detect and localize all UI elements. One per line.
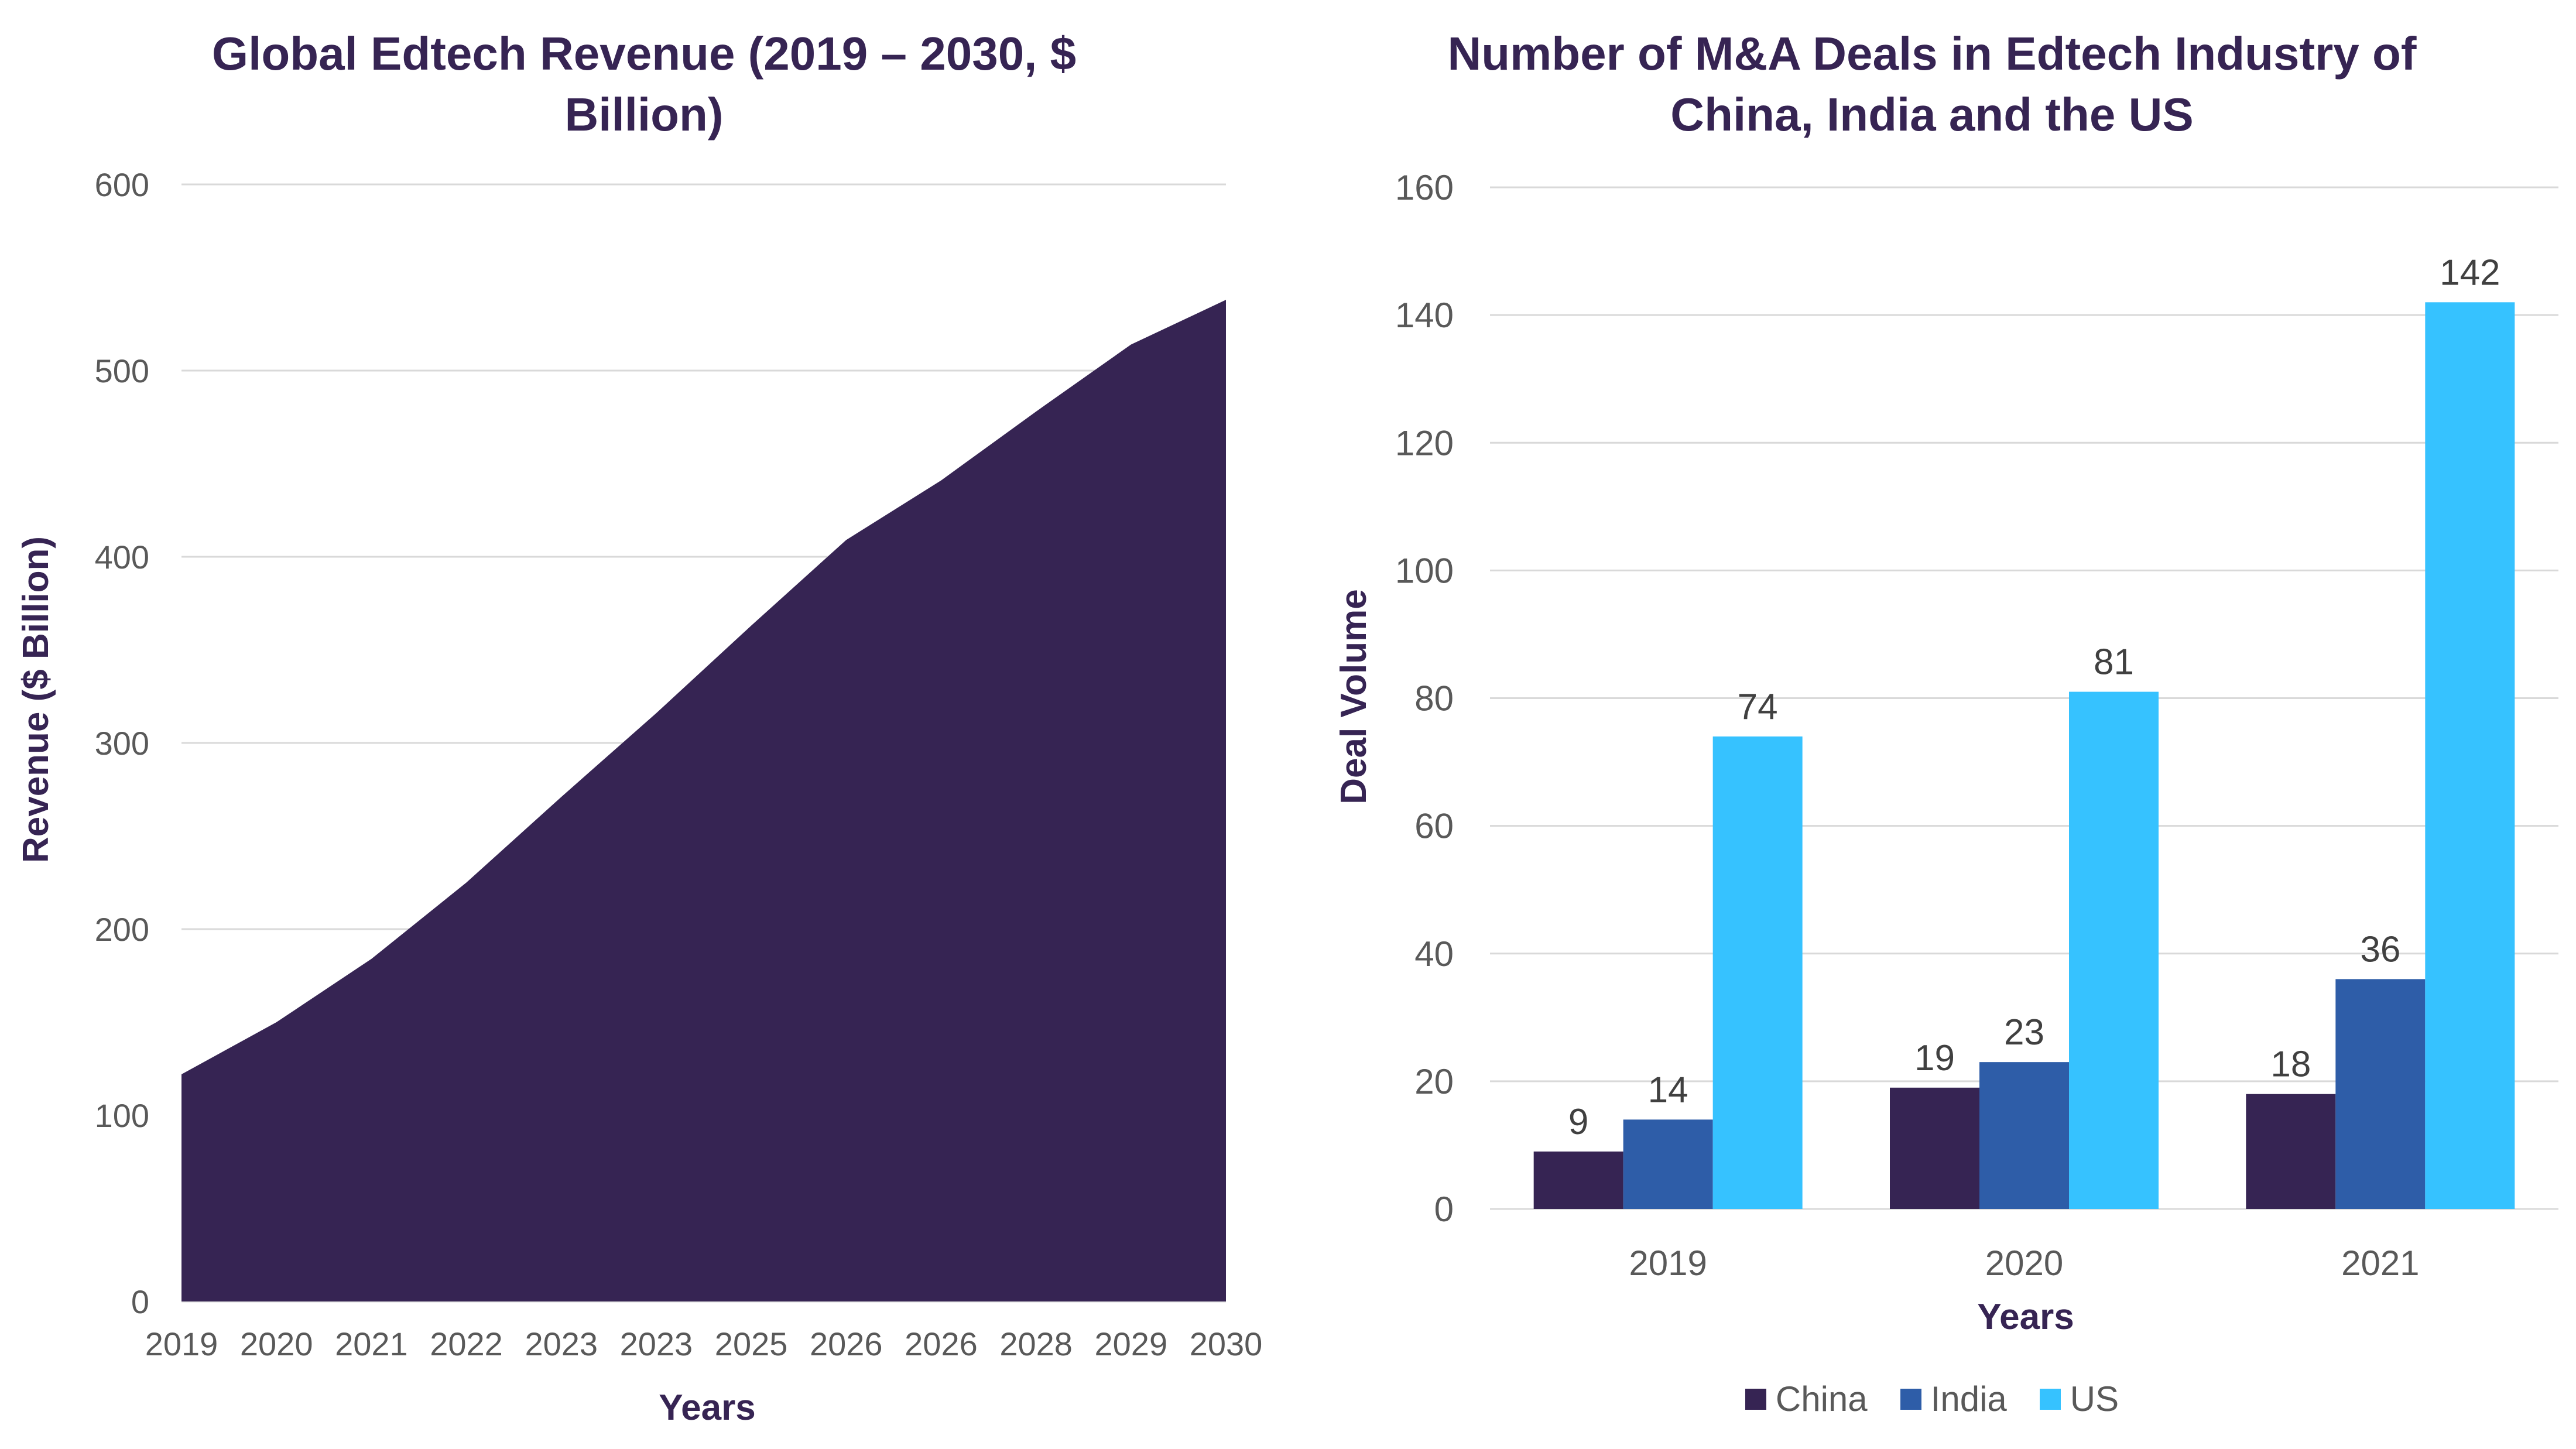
legend-swatch-us: [2039, 1388, 2061, 1410]
revenue-area: [181, 300, 1226, 1302]
deals-x-tick-label: 2021: [2341, 1244, 2419, 1283]
revenue-x-tick-label: 2022: [430, 1325, 503, 1362]
revenue-x-tick-label: 2020: [240, 1325, 313, 1362]
revenue-y-tick-label: 500: [95, 352, 149, 389]
data-label-india-2021: 36: [2360, 929, 2400, 970]
revenue-y-tick-label: 200: [95, 911, 149, 948]
legend-item-us: US: [2039, 1379, 2119, 1419]
data-label-india-2019: 14: [1648, 1070, 1688, 1110]
deals-chart-title-line-1: Number of M&A Deals in Edtech Industry o…: [1447, 28, 2417, 80]
revenue-x-tick-label: 2023: [620, 1325, 693, 1362]
revenue-x-tick-label: 2021: [335, 1325, 408, 1362]
revenue-chart-title-line-2: Billion): [564, 88, 724, 141]
deals-bar-chart: 9 14 74 19 23 81 18 36 142 0 20 40 60 80 100 120 140 160…: [1334, 168, 2558, 1337]
deals-y-tick-label: 140: [1395, 296, 1454, 335]
revenue-x-tick-label: 2026: [810, 1325, 883, 1362]
revenue-y-tick-label: 100: [95, 1097, 149, 1134]
deals-y-tick-label: 40: [1414, 934, 1454, 974]
deals-y-tick-label: 60: [1414, 807, 1454, 846]
revenue-x-tick-label: 2030: [1190, 1325, 1263, 1362]
bar-india-2021: [2335, 979, 2426, 1209]
bar-us-2021: [2425, 302, 2515, 1209]
revenue-y-tick-label: 600: [95, 166, 149, 203]
revenue-x-tick-label: 2029: [1095, 1325, 1168, 1362]
deals-y-tick-label: 100: [1395, 551, 1454, 590]
revenue-y-tick-label: 300: [95, 725, 149, 762]
revenue-y-tick-label: 0: [131, 1283, 149, 1320]
bar-us-2019: [1712, 736, 1803, 1209]
revenue-x-tick-label: 2019: [145, 1325, 218, 1362]
data-label-china-2019: 9: [1568, 1102, 1588, 1142]
legend-label-us: US: [2070, 1379, 2119, 1419]
bar-china-2019: [1533, 1151, 1623, 1209]
deals-y-tick-label: 20: [1414, 1062, 1454, 1101]
bar-china-2020: [1890, 1087, 1979, 1209]
deals-chart-title: Number of M&A Deals in Edtech Industry o…: [1376, 23, 2488, 145]
legend-label-china: China: [1775, 1379, 1868, 1419]
data-label-china-2020: 19: [1914, 1038, 1955, 1078]
revenue-x-tick-label: 2028: [999, 1325, 1073, 1362]
revenue-x-tick-label: 2026: [905, 1325, 978, 1362]
legend-item-india: India: [1900, 1379, 2007, 1419]
revenue-x-axis-title: Years: [659, 1388, 756, 1428]
bar-us-2020: [2069, 691, 2159, 1209]
deals-x-tick-label: 2019: [1629, 1244, 1707, 1283]
data-label-china-2021: 18: [2270, 1044, 2311, 1085]
data-label-us-2019: 74: [1738, 687, 1778, 727]
deals-y-axis-title: Deal Volume: [1334, 589, 1374, 804]
bar-india-2020: [1979, 1062, 2069, 1209]
legend-label-india: India: [1930, 1379, 2007, 1419]
data-label-india-2020: 23: [2004, 1012, 2044, 1053]
revenue-x-tick-label: 2023: [525, 1325, 598, 1362]
revenue-x-tick-label: 2025: [715, 1325, 788, 1362]
revenue-area-chart: 0 100 200 300 400 500 600 2019 2020 2021 2022 2023…: [16, 166, 1263, 1428]
legend-swatch-china: [1745, 1388, 1766, 1410]
revenue-chart-title-line-1: Global Edtech Revenue (2019 – 2030, $: [211, 28, 1077, 80]
deals-x-axis-title: Years: [1977, 1297, 2074, 1337]
data-label-us-2021: 142: [2440, 252, 2500, 293]
deals-y-tick-label: 80: [1414, 679, 1454, 718]
deals-chart-title-line-2: China, India and the US: [1670, 88, 2194, 141]
bar-china-2021: [2246, 1094, 2336, 1209]
legend-item-china: China: [1745, 1379, 1868, 1419]
revenue-y-tick-label: 400: [95, 539, 149, 576]
deals-chart-panel: Number of M&A Deals in Edtech Industry o…: [1288, 0, 2576, 1449]
deals-legend: China India US: [1288, 1379, 2576, 1419]
revenue-chart-panel: Global Edtech Revenue (2019 – 2030, $ Bi…: [16, 23, 1263, 1428]
revenue-chart-title: Global Edtech Revenue (2019 – 2030, $ Bi…: [117, 23, 1171, 145]
deals-y-tick-label: 160: [1395, 168, 1454, 207]
revenue-y-axis-title: Revenue ($ Billion): [16, 536, 56, 863]
deals-y-tick-label: 0: [1434, 1190, 1454, 1229]
bar-india-2019: [1623, 1119, 1713, 1209]
deals-y-tick-label: 120: [1395, 423, 1454, 463]
deals-x-tick-label: 2020: [1985, 1244, 2063, 1283]
data-label-us-2020: 81: [2094, 642, 2134, 683]
legend-swatch-india: [1900, 1388, 1921, 1410]
